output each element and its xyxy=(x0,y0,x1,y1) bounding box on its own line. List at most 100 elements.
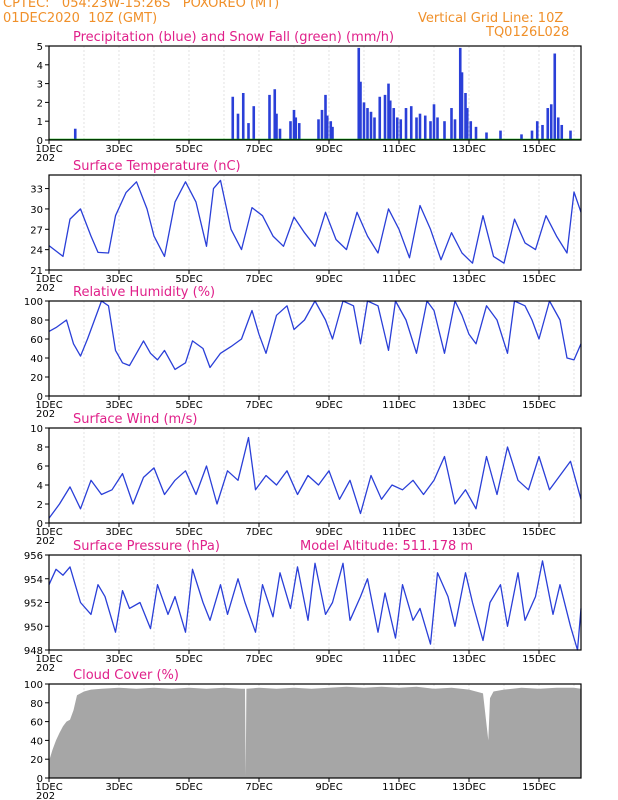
x-tick-label: 1DEC xyxy=(35,527,62,538)
x-tick-label: 3DEC xyxy=(105,654,132,665)
y-tick-label: 20 xyxy=(30,373,43,384)
y-tick-label: 5 xyxy=(37,42,43,53)
precip-bar xyxy=(317,119,320,140)
plot-frame xyxy=(48,683,582,779)
x-tick-label: 7DEC xyxy=(245,274,272,285)
precip-bar xyxy=(275,113,278,140)
x-tick-label: 15DEC xyxy=(522,782,556,793)
x-tick-label: 9DEC xyxy=(315,654,342,665)
y-tick-label: 60 xyxy=(30,335,43,346)
x-year-stub: 202 xyxy=(36,409,55,420)
precip-bar xyxy=(273,89,277,140)
precip-bar xyxy=(292,109,296,140)
x-tick-label: 9DEC xyxy=(315,527,342,538)
plot-frame xyxy=(48,300,582,397)
precip-bar xyxy=(499,130,502,140)
precip-bar xyxy=(399,119,403,140)
y-tick-label: 80 xyxy=(30,316,43,327)
x-tick-label: 11DEC xyxy=(382,527,416,538)
series-line xyxy=(48,436,582,519)
precip-bar xyxy=(443,121,446,140)
panel-4 xyxy=(45,427,582,527)
x-tick-label: 13DEC xyxy=(452,654,486,665)
x-tick-label: 13DEC xyxy=(452,274,486,285)
precip-bar xyxy=(73,128,77,140)
precip-bar xyxy=(268,94,271,140)
y-tick-label: 100 xyxy=(24,680,43,691)
x-tick-label: 1DEC xyxy=(35,144,62,155)
panel-1 xyxy=(45,45,582,144)
y-tick-label: 20 xyxy=(30,755,43,766)
precip-bar xyxy=(458,47,462,140)
precip-bar xyxy=(556,117,560,140)
panel-title: Relative Humidity (%) xyxy=(73,285,215,300)
precip-bar xyxy=(436,117,439,140)
x-tick-label: 13DEC xyxy=(452,782,486,793)
x-tick-label: 5DEC xyxy=(175,274,202,285)
precip-bar xyxy=(325,115,329,140)
panel-title: Surface Pressure (hPa) xyxy=(73,539,220,554)
precip-bar xyxy=(520,134,523,140)
precip-bar xyxy=(485,132,488,140)
x-tick-label: 15DEC xyxy=(522,527,556,538)
panel-6 xyxy=(45,683,582,782)
x-tick-label: 7DEC xyxy=(245,400,272,411)
precip-bar xyxy=(465,108,469,140)
precip-bar xyxy=(392,108,396,140)
precip-bar xyxy=(450,108,453,140)
precip-bar xyxy=(324,94,327,140)
x-tick-label: 3DEC xyxy=(105,144,132,155)
x-tick-label: 7DEC xyxy=(245,654,272,665)
y-tick-label: 1 xyxy=(37,117,43,128)
panel-5 xyxy=(45,554,582,654)
precip-bar xyxy=(252,106,256,140)
y-tick-label: 948 xyxy=(24,646,43,657)
y-tick-label: 100 xyxy=(24,297,43,308)
precip-bar xyxy=(331,126,334,140)
precip-bar xyxy=(549,104,553,140)
precip-bar xyxy=(294,117,298,140)
precip-bar xyxy=(460,72,464,140)
precip-bar xyxy=(429,121,432,140)
precip-bar xyxy=(247,123,250,140)
y-tick-label: 21 xyxy=(30,266,43,277)
precip-bar xyxy=(560,124,564,140)
header-model-id: TQ0126L028 xyxy=(486,25,570,40)
x-tick-label: 11DEC xyxy=(382,144,416,155)
plot-frame xyxy=(48,45,582,141)
precip-bar xyxy=(535,121,539,140)
x-tick-label: 11DEC xyxy=(382,400,416,411)
model-altitude-annotation: Model Altitude: 511.178 m xyxy=(300,539,473,554)
x-tick-label: 1DEC xyxy=(35,400,62,411)
panel-title: Precipitation (blue) and Snow Fall (gree… xyxy=(73,30,394,45)
precip-bar xyxy=(453,119,457,140)
x-tick-label: 15DEC xyxy=(522,400,556,411)
precip-bar xyxy=(378,96,382,140)
x-tick-label: 5DEC xyxy=(175,782,202,793)
precip-bar xyxy=(320,109,324,140)
y-tick-label: 80 xyxy=(30,699,43,710)
precip-bar xyxy=(241,93,245,140)
y-tick-label: 4 xyxy=(37,481,43,492)
y-tick-label: 950 xyxy=(24,622,43,633)
y-tick-label: 27 xyxy=(30,225,43,236)
y-tick-label: 2 xyxy=(37,500,43,511)
x-tick-label: 1DEC xyxy=(35,274,62,285)
x-tick-label: 15DEC xyxy=(522,274,556,285)
precip-bar xyxy=(423,115,427,140)
x-tick-label: 5DEC xyxy=(175,400,202,411)
x-year-stub: 202 xyxy=(36,791,55,800)
precip-bar xyxy=(362,102,366,140)
y-tick-label: 6 xyxy=(37,462,43,473)
y-tick-label: 40 xyxy=(30,354,43,365)
x-tick-label: 13DEC xyxy=(452,527,486,538)
header-station: CPTEC: 054:23W-15:26S POXOREO (MT) xyxy=(3,0,280,11)
x-tick-label: 15DEC xyxy=(522,654,556,665)
x-tick-label: 9DEC xyxy=(315,400,342,411)
precip-bar xyxy=(231,96,235,140)
x-tick-label: 9DEC xyxy=(315,782,342,793)
x-tick-label: 3DEC xyxy=(105,782,132,793)
x-tick-label: 5DEC xyxy=(175,527,202,538)
y-tick-label: 4 xyxy=(37,61,43,72)
